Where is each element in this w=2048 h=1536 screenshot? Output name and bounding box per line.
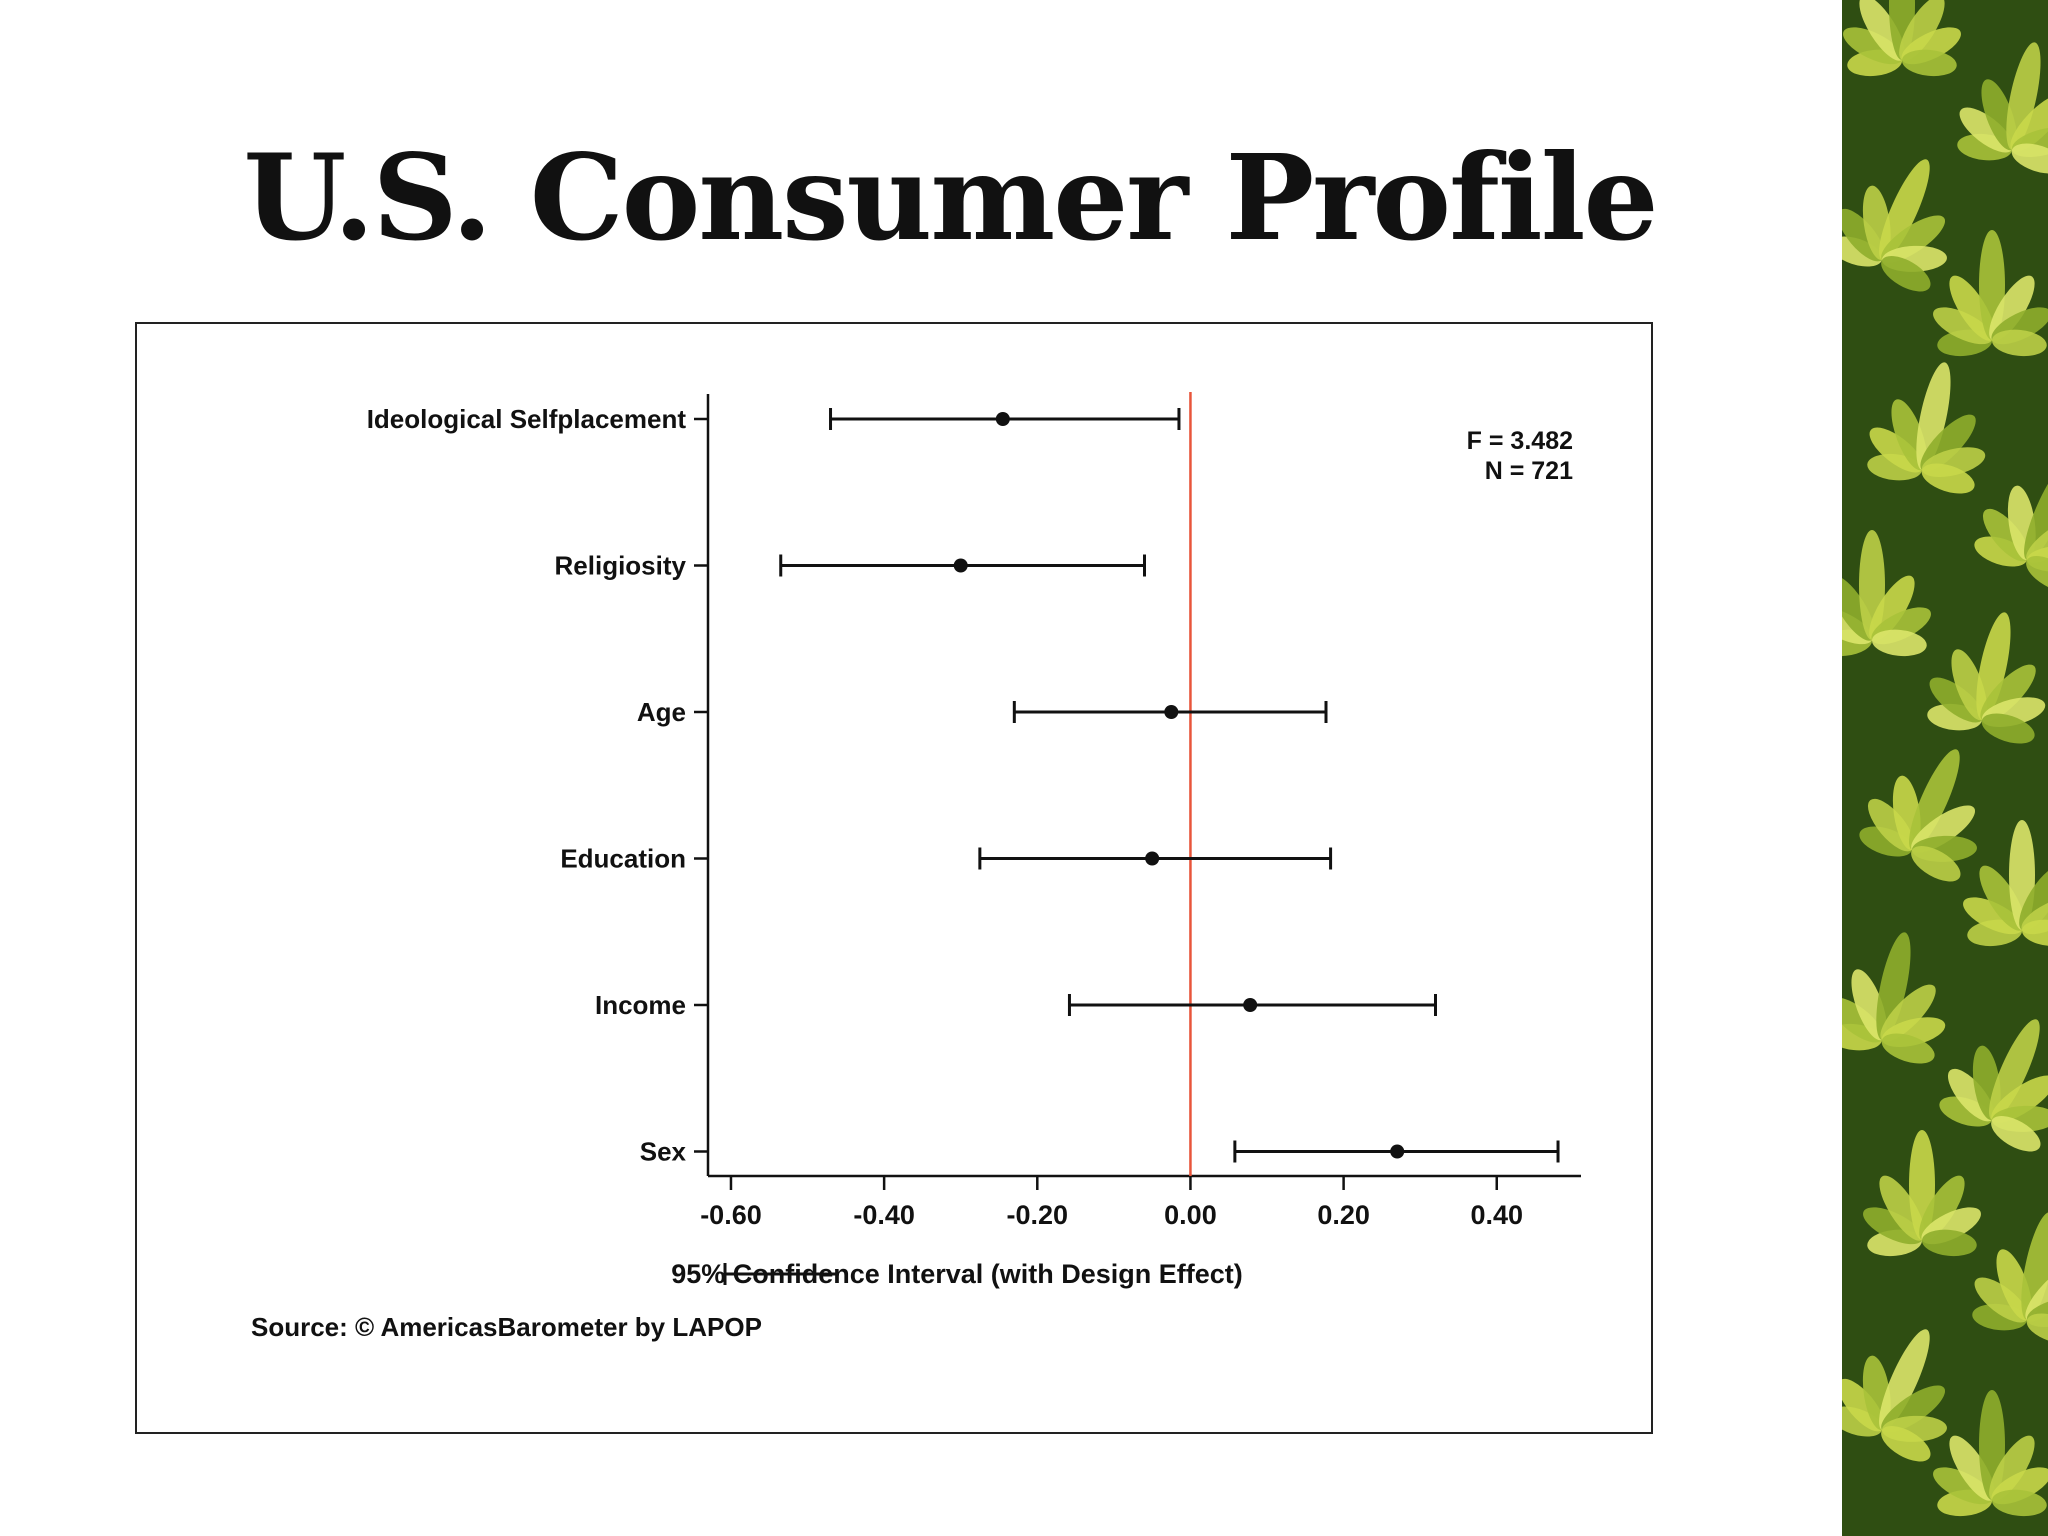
point-estimate bbox=[1164, 705, 1179, 719]
leaf-leaflet bbox=[1901, 49, 1957, 77]
leaf-cluster bbox=[1939, 1019, 2048, 1152]
leaf-cluster bbox=[1867, 362, 1986, 494]
leaf-leaflet bbox=[1909, 749, 1960, 851]
point-estimate bbox=[1145, 851, 1160, 866]
leaf-leaflet bbox=[1991, 1489, 2047, 1517]
leaf-leaflet bbox=[1881, 255, 1931, 292]
x-tick-label: 0.40 bbox=[1470, 1200, 1523, 1230]
leaf-leaflet bbox=[2021, 919, 2048, 947]
leaf-cluster bbox=[1842, 1329, 1947, 1462]
y-tick-label: Education bbox=[560, 844, 686, 874]
x-tick-label: -0.40 bbox=[853, 1200, 915, 1230]
x-tick-label: 0.00 bbox=[1164, 1200, 1217, 1230]
leaf-leaflet bbox=[1871, 629, 1927, 657]
leaf-leaflet bbox=[1991, 329, 2047, 357]
leaf-cluster bbox=[1843, 0, 1961, 77]
leaf-leaflet bbox=[1879, 1329, 1930, 1431]
leaf-cluster bbox=[1933, 230, 2048, 357]
leaf-leaflet bbox=[2026, 1313, 2048, 1344]
leaf-photo-panel bbox=[1842, 0, 2048, 1536]
axes bbox=[706, 392, 1581, 1178]
slide-title: U.S. Consumer Profile bbox=[243, 128, 1658, 267]
leaf-leaflet bbox=[1911, 845, 1961, 882]
leaf-leaflet bbox=[1976, 612, 2011, 721]
leaf-leaflet bbox=[1881, 1425, 1931, 1462]
leaf-cluster bbox=[1933, 1390, 2048, 1517]
source-note: Source: © AmericasBarometer by LAPOP bbox=[251, 1312, 762, 1342]
confidence-intervals bbox=[779, 408, 1560, 1163]
x-tick-label: -0.20 bbox=[1007, 1200, 1069, 1230]
point-estimate bbox=[995, 412, 1010, 426]
leaf-leaflet bbox=[1881, 1033, 1935, 1064]
leaf-leaflet bbox=[1879, 159, 1930, 261]
leaf-cluster bbox=[1842, 932, 1946, 1064]
leaf-leaflet bbox=[2011, 143, 2048, 174]
x-tick-label: -0.60 bbox=[700, 1200, 762, 1230]
leaf-cluster bbox=[1974, 459, 2048, 592]
leaf-leaflet bbox=[1876, 932, 1911, 1041]
leaf-cluster bbox=[1957, 42, 2048, 174]
legend-label: 95% Confidence Interval (with Design Eff… bbox=[671, 1259, 1243, 1289]
x-tick-label: 0.20 bbox=[1317, 1200, 1370, 1230]
point-estimate bbox=[1390, 1144, 1405, 1159]
coefficient-plot: Ideological Selfplacement Religiosity Age E… bbox=[251, 392, 1581, 1342]
y-tick-label: Religiosity bbox=[555, 551, 687, 581]
leaf-leaflet bbox=[1916, 362, 1951, 471]
point-estimate bbox=[1243, 998, 1258, 1012]
leaf-cluster bbox=[1842, 159, 1947, 292]
point-estimates bbox=[953, 412, 1405, 1159]
chart-frame: Ideological Selfplacement Religiosity Age E… bbox=[135, 322, 1653, 1434]
cannabis-leaves-image bbox=[1842, 0, 2048, 1536]
leaf-leaflet bbox=[2021, 1212, 2048, 1321]
y-tick-label: Sex bbox=[640, 1137, 687, 1167]
legend: 95% Confidence Interval (with Design Eff… bbox=[671, 1259, 1243, 1289]
leaf-cluster bbox=[1859, 749, 1977, 882]
leaf-leaflet bbox=[1921, 1229, 1977, 1257]
y-tick-label: Income bbox=[595, 990, 686, 1020]
leaf-cluster bbox=[1963, 820, 2048, 947]
x-axis-ticks: -0.60 -0.40 -0.20 0.00 0.20 0.40 bbox=[700, 1176, 1523, 1230]
leaf-cluster bbox=[1863, 1130, 1981, 1257]
f-statistic: F = 3.482 bbox=[1467, 427, 1573, 455]
leaf-leaflet bbox=[2024, 459, 2048, 561]
point-estimate bbox=[953, 558, 968, 573]
leaf-leaflet bbox=[1989, 1019, 2040, 1121]
leaf-leaflet bbox=[1991, 1115, 2041, 1152]
leaf-leaflet bbox=[1921, 463, 1975, 494]
y-tick-label: Age bbox=[637, 697, 686, 727]
leaf-leaflet bbox=[2026, 555, 2048, 592]
n-statistic: N = 721 bbox=[1485, 457, 1573, 485]
y-axis-labels: Ideological Selfplacement Religiosity Age E… bbox=[367, 404, 708, 1167]
y-tick-label: Ideological Selfplacement bbox=[367, 404, 687, 434]
leaf-cluster bbox=[1972, 1212, 2048, 1344]
leaf-cluster bbox=[1927, 612, 2046, 744]
leaf-cluster bbox=[1842, 530, 1931, 657]
leaf-leaflet bbox=[1981, 713, 2035, 744]
leaf-leaflet bbox=[2006, 42, 2041, 151]
